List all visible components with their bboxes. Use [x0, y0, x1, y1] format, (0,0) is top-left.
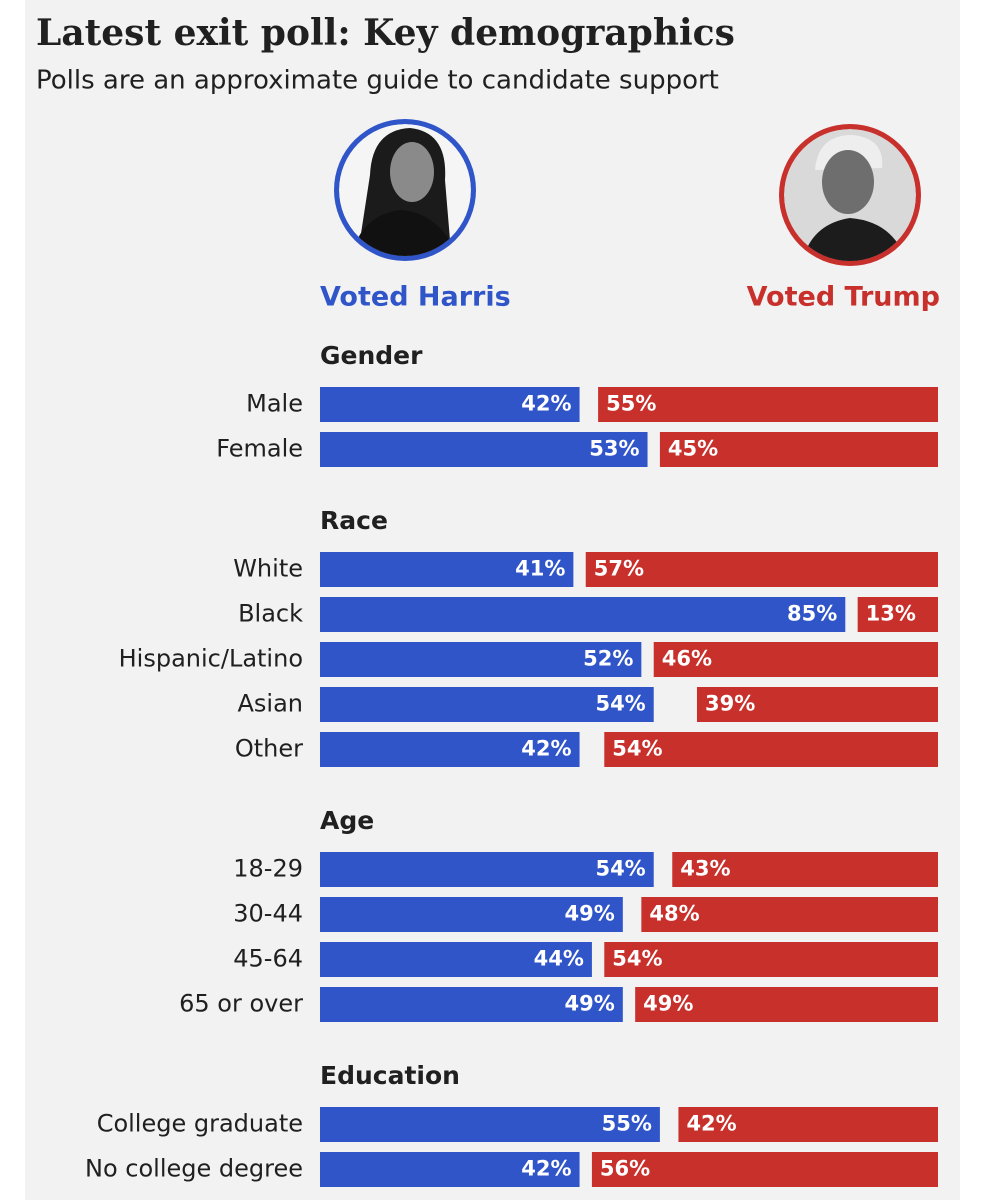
- group-header: Education: [320, 1061, 460, 1090]
- category-label: No college degree: [85, 1155, 303, 1183]
- bar-trump: [604, 942, 938, 977]
- chart-subtitle: Polls are an approximate guide to candid…: [36, 66, 719, 96]
- value-label: 41%: [515, 557, 565, 581]
- chart-title: Latest exit poll: Key demographics: [36, 12, 735, 54]
- bar-trump: [585, 552, 938, 587]
- bar-harris: [320, 897, 623, 932]
- bar-trump: [598, 387, 938, 422]
- value-label: 42%: [521, 737, 571, 761]
- category-label: 18-29: [233, 855, 303, 883]
- category-label: 65 or over: [179, 990, 303, 1018]
- value-label: 42%: [521, 1157, 571, 1181]
- value-label: 49%: [565, 902, 615, 926]
- value-label: 46%: [662, 647, 712, 671]
- category-label: Hispanic/Latino: [119, 645, 303, 673]
- value-label: 54%: [612, 947, 662, 971]
- bar-trump: [591, 1152, 938, 1187]
- bar-harris: [320, 687, 654, 722]
- bar-trump: [678, 1107, 938, 1142]
- portrait-trump: [779, 124, 921, 266]
- category-label: Male: [246, 390, 303, 418]
- legend-trump: Voted Trump: [747, 282, 940, 313]
- value-label: 55%: [602, 1112, 652, 1136]
- bar-trump: [857, 597, 938, 632]
- value-label: 44%: [534, 947, 584, 971]
- category-label: 45-64: [233, 945, 303, 973]
- value-label: 13%: [866, 602, 916, 626]
- category-label: 30-44: [233, 900, 303, 928]
- bar-harris: [320, 387, 580, 422]
- category-label: Female: [216, 435, 303, 463]
- value-label: 54%: [612, 737, 662, 761]
- group-header: Gender: [320, 341, 423, 370]
- bar-trump: [604, 732, 938, 767]
- value-label: 57%: [594, 557, 644, 581]
- value-label: 49%: [565, 992, 615, 1016]
- bar-trump: [672, 852, 938, 887]
- category-label: White: [233, 555, 303, 583]
- bar-harris: [320, 732, 580, 767]
- bar-harris: [320, 432, 648, 467]
- value-label: 42%: [521, 392, 571, 416]
- bar-trump: [696, 687, 938, 722]
- value-label: 42%: [686, 1112, 736, 1136]
- value-label: 85%: [787, 602, 837, 626]
- bar-harris: [320, 942, 592, 977]
- bar-harris: [320, 1152, 580, 1187]
- category-label: Black: [238, 600, 303, 628]
- value-label: 54%: [595, 692, 645, 716]
- bar-trump: [653, 642, 938, 677]
- bar-harris: [320, 987, 623, 1022]
- value-label: 53%: [589, 437, 639, 461]
- value-label: 56%: [600, 1157, 650, 1181]
- bar-trump: [635, 987, 938, 1022]
- bar-harris: [320, 1107, 660, 1142]
- bar-harris: [320, 597, 846, 632]
- group-header: Race: [320, 506, 388, 535]
- bar-harris: [320, 552, 574, 587]
- bar-trump: [659, 432, 938, 467]
- bar-harris: [320, 852, 654, 887]
- value-label: 55%: [606, 392, 656, 416]
- value-label: 52%: [583, 647, 633, 671]
- group-header: Age: [320, 806, 374, 835]
- value-label: 43%: [680, 857, 730, 881]
- value-label: 49%: [643, 992, 693, 1016]
- value-label: 39%: [705, 692, 755, 716]
- portrait-harris: [334, 119, 476, 261]
- category-label: College graduate: [97, 1110, 303, 1138]
- legend-harris: Voted Harris: [320, 282, 511, 313]
- value-label: 54%: [595, 857, 645, 881]
- value-label: 45%: [668, 437, 718, 461]
- category-label: Asian: [237, 690, 303, 718]
- bar-harris: [320, 642, 642, 677]
- value-label: 48%: [649, 902, 699, 926]
- bar-trump: [641, 897, 938, 932]
- category-label: Other: [235, 735, 303, 763]
